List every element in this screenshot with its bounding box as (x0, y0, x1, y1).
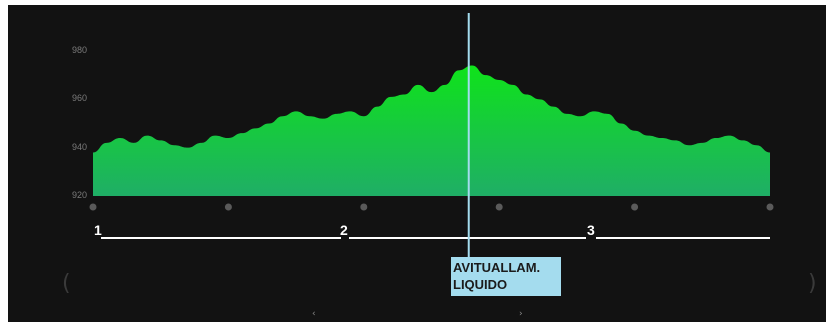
y-tick-label: 980 (72, 45, 88, 55)
stage-label-2: 2 (340, 222, 348, 238)
y-tick-label: 920 (72, 190, 88, 200)
stage-label-1: 1 (94, 222, 102, 238)
km-dot (360, 203, 368, 211)
y-tick-label: 960 (72, 93, 88, 104)
prev-arrow-icon[interactable]: ‹ (312, 309, 316, 319)
marker-label-line2: LIQUIDO (453, 277, 508, 292)
km-dots (89, 203, 774, 211)
marker-label-box[interactable]: AVITUALLAM. LIQUIDO (451, 257, 561, 296)
marker-label-line1: AVITUALLAM. (453, 260, 541, 275)
left-edge-mark: ( (62, 271, 71, 296)
next-arrow-icon[interactable]: › (519, 309, 523, 319)
y-tick-label: 940 (72, 141, 88, 152)
elevation-profile-panel: 980 960 940 920 1 2 3 AVITUALLAM. LIQUID… (8, 5, 826, 322)
km-dot (631, 203, 639, 211)
right-edge-mark: ) (808, 271, 817, 296)
elevation-chart (89, 13, 774, 257)
stage-label-3: 3 (587, 222, 595, 238)
km-dot (495, 203, 503, 211)
km-dot (766, 203, 774, 211)
km-dot (89, 203, 97, 211)
elevation-area (93, 65, 770, 196)
km-dot (224, 203, 232, 211)
